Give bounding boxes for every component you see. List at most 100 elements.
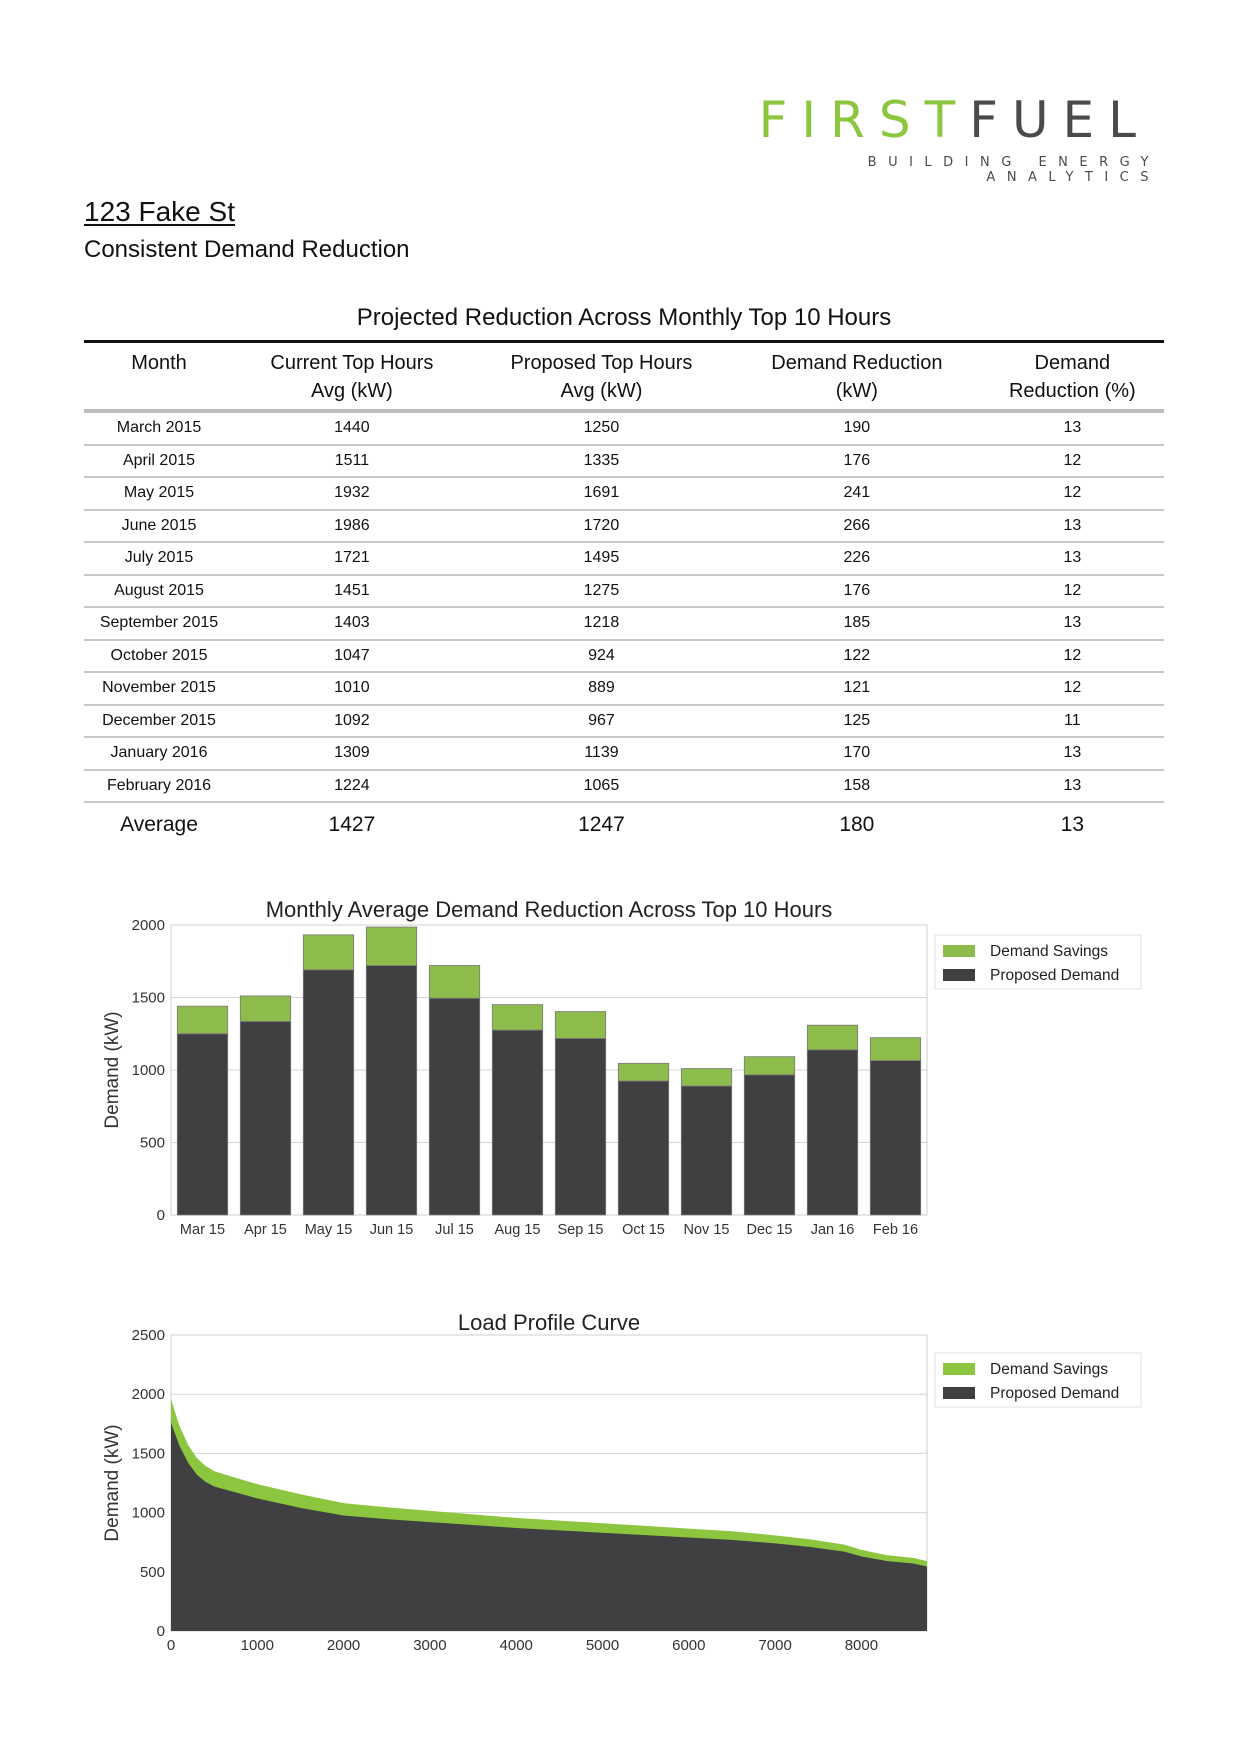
legend-swatch [943, 1387, 975, 1399]
header-current-line1: Current Top Hours [270, 352, 434, 374]
logo-first: FIRST [758, 91, 970, 149]
x-tick-label: May 15 [305, 1222, 353, 1238]
legend-label: Proposed Demand [990, 1385, 1119, 1402]
header-reduction-pct-line1: Demand [1034, 352, 1111, 374]
x-tick-label: Apr 15 [244, 1222, 287, 1238]
bar-proposed-demand [869, 1060, 922, 1216]
logo-wordmark: FIRSTFUEL [730, 95, 1150, 145]
cell-proposed: 924 [469, 639, 734, 673]
table-row: November 2015 1010 889 121 12 [84, 672, 1164, 706]
average-proposed: 1247 [578, 813, 625, 836]
cell-month: November 2015 [84, 672, 234, 706]
y-tick-label: 1500 [132, 990, 165, 1007]
cell-proposed: 889 [469, 672, 734, 706]
x-tick-label: Jan 16 [811, 1222, 855, 1238]
cell-month: October 2015 [84, 639, 234, 673]
cell-month: March 2015 [84, 411, 234, 446]
logo-fuel: FUEL [969, 91, 1150, 149]
table-row: August 2015 1451 1275 176 12 [84, 574, 1164, 608]
header-proposed-line1: Proposed Top Hours [510, 352, 693, 374]
bar-proposed-demand [428, 997, 481, 1216]
bar-proposed-demand [491, 1029, 544, 1216]
legend-swatch [943, 969, 975, 981]
page-title: 123 Fake St [84, 196, 235, 227]
table-row: October 2015 1047 924 122 12 [84, 639, 1164, 673]
cell-current: 1986 [234, 509, 470, 543]
header-reduction-pct-line2: Reduction (%) [1008, 380, 1136, 402]
bar-demand-savings [491, 1004, 544, 1031]
cell-proposed: 1720 [469, 509, 734, 543]
cell-current: 1932 [234, 477, 470, 511]
x-tick-label: Jul 15 [435, 1222, 474, 1238]
cell-reduction-pct: 12 [980, 672, 1164, 706]
table-row: September 2015 1403 1218 185 13 [84, 607, 1164, 641]
x-tick-label: 6000 [672, 1637, 705, 1654]
plot-frame [170, 924, 928, 1216]
header-month: Month [84, 340, 234, 413]
legend-swatch [943, 945, 975, 957]
y-tick-label: 500 [140, 1564, 165, 1581]
header-reduction-kw: Demand Reduction (kW) [733, 340, 981, 413]
average-label: Average [120, 813, 198, 836]
cell-month: September 2015 [84, 607, 234, 641]
cell-current: 1511 [234, 444, 470, 478]
bar-demand-savings [176, 1005, 229, 1035]
y-tick-label: 1500 [132, 1445, 165, 1462]
cell-reduction-pct: 13 [980, 607, 1164, 641]
header-proposed-line2: Avg (kW) [560, 380, 643, 402]
cell-current: 1224 [234, 769, 470, 803]
cell-reduction-pct: 11 [980, 704, 1164, 738]
y-tick-label: 0 [157, 1623, 165, 1640]
y-tick-label: 2000 [132, 917, 165, 934]
legend-label: Demand Savings [990, 943, 1108, 960]
cell-proposed: 1335 [469, 444, 734, 478]
load-profile-chart-svg: Load Profile Curve 0 500 1000 1500 2000 2500 De… [102, 1310, 1142, 1654]
cell-proposed: 1250 [469, 411, 734, 446]
cell-reduction-kw: 185 [733, 607, 981, 641]
table-row: June 2015 1986 1720 266 13 [84, 509, 1164, 543]
cell-month: January 2016 [84, 737, 234, 771]
cell-current: 1403 [234, 607, 470, 641]
x-tick-label: Feb 16 [873, 1222, 918, 1238]
cell-current: 1309 [234, 737, 470, 771]
cell-reduction-kw: 226 [733, 542, 981, 576]
cell-reduction-kw: 158 [733, 769, 981, 803]
cell-reduction-kw: 190 [733, 411, 981, 446]
table-title: Projected Reduction Across Monthly Top 1… [356, 304, 892, 331]
x-tick-label: 8000 [845, 1637, 878, 1654]
table-row: April 2015 1511 1335 176 12 [84, 444, 1164, 478]
cell-reduction-pct: 13 [980, 737, 1164, 771]
y-tick-label: 1000 [132, 1505, 165, 1522]
cell-proposed: 1065 [469, 769, 734, 803]
y-axis-label: Demand (kW) [102, 1011, 123, 1128]
header-proposed: Proposed Top Hours Avg (kW) [469, 340, 734, 413]
monthly-bar-chart: Monthly Average Demand Reduction Across … [0, 895, 1240, 1260]
table-average-row: Average 1427 1247 180 13 [84, 802, 1164, 846]
cell-reduction-pct: 12 [980, 639, 1164, 673]
header-reduction-kw-line2: (kW) [835, 380, 878, 402]
legend-label: Demand Savings [990, 1361, 1108, 1378]
cell-current: 1451 [234, 574, 470, 608]
cell-reduction-kw: 121 [733, 672, 981, 706]
logo: FIRSTFUEL BUILDING ENERGY ANALYTICS [730, 95, 1150, 185]
reduction-table: Month Current Top Hours Avg (kW) Proposed… [84, 340, 1164, 846]
x-tick-label: 5000 [586, 1637, 619, 1654]
cell-month: June 2015 [84, 509, 234, 543]
x-tick-label: 4000 [500, 1637, 533, 1654]
x-tick-label: Nov 15 [684, 1222, 730, 1238]
y-axis-label: Demand (kW) [102, 1424, 123, 1541]
bar-demand-savings [428, 965, 481, 999]
cell-reduction-pct: 13 [980, 542, 1164, 576]
cell-proposed: 967 [469, 704, 734, 738]
table-row: July 2015 1721 1495 226 13 [84, 542, 1164, 576]
table-row: May 2015 1932 1691 241 12 [84, 477, 1164, 511]
cell-month: August 2015 [84, 574, 234, 608]
area-proposed-demand [171, 1422, 927, 1631]
x-tick-label: 7000 [758, 1637, 791, 1654]
y-tick-label: 1000 [132, 1062, 165, 1079]
average-current: 1427 [328, 813, 376, 836]
y-tick-label: 500 [140, 1135, 165, 1152]
x-tick-label: Jun 15 [370, 1222, 414, 1238]
x-tick-label: Dec 15 [747, 1222, 793, 1238]
bar-proposed-demand [806, 1049, 859, 1216]
